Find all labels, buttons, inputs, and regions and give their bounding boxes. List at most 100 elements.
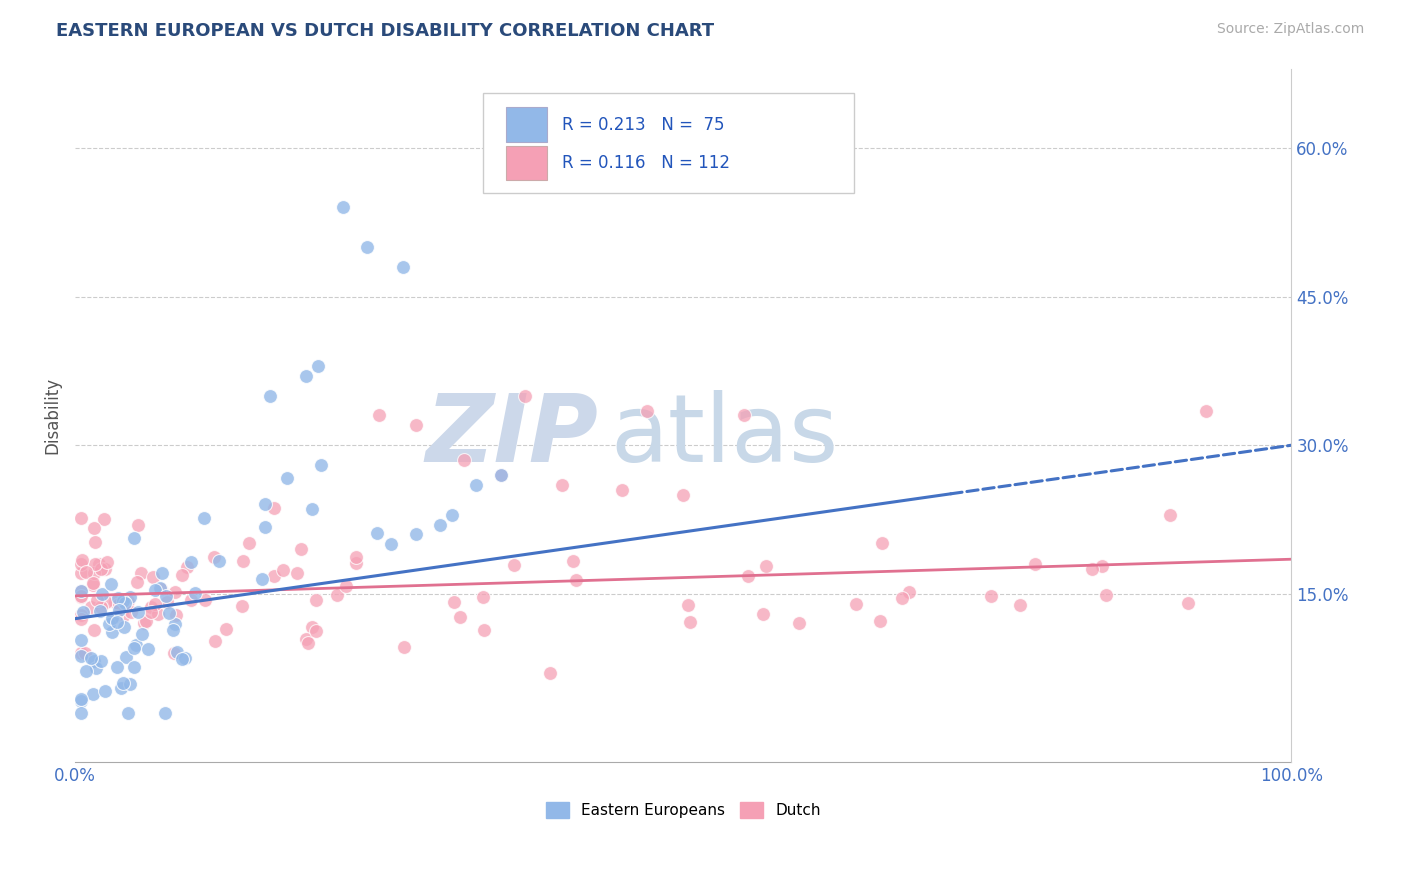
Point (70, 694, 93, 708)
Point (112, 620, 135, 634)
Point (252, 572, 274, 586)
Point (789, 616, 811, 631)
Point (118, 591, 141, 605)
Point (1177, 596, 1199, 610)
Point (215, 623, 238, 637)
Point (180, 555, 202, 569)
Point (111, 676, 134, 690)
Point (100, 576, 122, 591)
Point (193, 511, 215, 525)
Point (368, 409, 391, 423)
Point (183, 586, 205, 600)
Point (93, 512, 115, 526)
Point (90, 586, 112, 600)
Point (148, 607, 170, 621)
Point (96, 595, 118, 609)
Point (672, 488, 695, 502)
Point (897, 585, 920, 599)
Point (156, 595, 179, 609)
Point (305, 624, 328, 638)
Point (344, 556, 367, 570)
Point (254, 520, 277, 534)
Point (489, 467, 512, 482)
Y-axis label: Disability: Disability (44, 377, 60, 454)
Point (117, 593, 139, 607)
Point (307, 359, 329, 373)
Point (429, 517, 451, 532)
Point (90, 562, 112, 576)
Point (253, 498, 276, 512)
Point (301, 620, 323, 634)
Text: R = 0.213   N =  75: R = 0.213 N = 75 (561, 116, 724, 134)
Point (503, 558, 526, 572)
Point (111, 594, 134, 608)
Point (636, 403, 658, 417)
FancyBboxPatch shape (482, 93, 853, 194)
Point (122, 660, 145, 674)
Point (295, 632, 318, 646)
Point (141, 570, 163, 584)
Point (72, 605, 94, 619)
Point (259, 389, 281, 403)
Point (194, 593, 217, 607)
Point (232, 554, 254, 568)
Point (80, 650, 103, 665)
Point (83, 557, 105, 571)
Point (540, 666, 562, 681)
Point (276, 471, 298, 485)
Point (263, 500, 285, 515)
Point (70, 583, 93, 598)
Point (612, 483, 634, 497)
Point (70, 589, 93, 603)
Point (136, 641, 159, 656)
Point (180, 593, 202, 607)
Point (132, 615, 155, 630)
Point (1091, 559, 1114, 574)
Point (87, 558, 110, 572)
Point (101, 611, 124, 625)
Point (980, 589, 1002, 603)
Text: ZIP: ZIP (425, 391, 598, 483)
Point (70, 649, 93, 664)
Point (100, 611, 122, 625)
Point (135, 614, 157, 628)
Point (162, 623, 184, 637)
Point (89, 604, 111, 618)
Point (111, 608, 134, 623)
Point (70, 510, 93, 524)
Point (127, 605, 149, 619)
Point (163, 584, 186, 599)
Point (75, 664, 97, 678)
FancyBboxPatch shape (506, 145, 547, 180)
Point (125, 638, 148, 652)
Point (301, 501, 323, 516)
Point (562, 554, 585, 568)
Point (392, 260, 415, 274)
Point (273, 563, 295, 577)
Point (122, 531, 145, 545)
Point (73, 647, 96, 661)
Point (120, 605, 142, 619)
Point (755, 559, 778, 574)
Point (1008, 598, 1031, 612)
Point (332, 200, 354, 214)
Point (83, 566, 105, 580)
Point (70, 632, 93, 647)
Point (172, 568, 194, 582)
Point (405, 527, 427, 541)
Point (472, 624, 495, 638)
Point (131, 627, 153, 641)
Point (295, 368, 318, 383)
Point (238, 536, 260, 550)
Point (208, 554, 231, 568)
Point (70, 691, 93, 706)
Text: R = 0.116   N = 112: R = 0.116 N = 112 (561, 154, 730, 172)
Point (513, 389, 536, 403)
Point (326, 588, 349, 602)
Point (86, 593, 108, 607)
Point (70, 584, 93, 599)
Point (70, 611, 93, 625)
Point (453, 453, 475, 467)
Point (204, 634, 226, 648)
Text: atlas: atlas (610, 391, 838, 483)
